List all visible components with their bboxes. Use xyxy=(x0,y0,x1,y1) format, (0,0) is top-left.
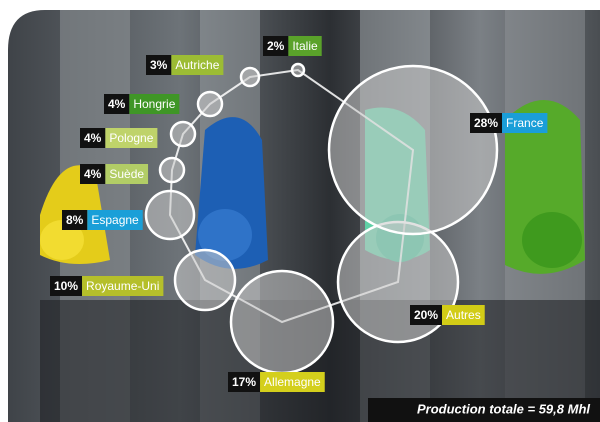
label: 4% Pologne xyxy=(80,128,158,148)
category-label-box xyxy=(171,55,224,75)
label: 17% Allemagne xyxy=(228,372,325,392)
bubble xyxy=(196,90,224,118)
footer-note: Production totale = 59,8 Mhl xyxy=(417,401,590,416)
value-label: 10% xyxy=(54,279,78,293)
category-label-box xyxy=(105,128,158,148)
label: 3% Autriche xyxy=(146,55,224,75)
category-label-box xyxy=(82,276,164,296)
category-label-box xyxy=(105,164,149,184)
label: 8% Espagne xyxy=(62,210,143,230)
category-label: Autriche xyxy=(175,58,219,72)
label: 4% Suède xyxy=(80,164,149,184)
label: 2% Italie xyxy=(263,36,322,56)
bubble xyxy=(290,62,306,78)
bubble xyxy=(173,248,237,312)
value-label: 4% xyxy=(84,167,102,181)
value-label: 4% xyxy=(108,97,126,111)
value-label-box xyxy=(470,113,503,133)
value-label: 8% xyxy=(66,213,84,227)
value-label-box xyxy=(62,210,88,230)
label: 20% Autres xyxy=(410,305,485,325)
bubble-layer: 2% Italie 3% Autriche 4% Hongrie 4% Pologne 4% Su… xyxy=(50,36,548,392)
category-label: Espagne xyxy=(91,213,139,227)
value-label: 20% xyxy=(414,308,438,322)
value-label-box xyxy=(410,305,443,325)
category-label: Autres xyxy=(446,308,481,322)
value-label-box xyxy=(104,94,130,114)
category-label-box xyxy=(442,305,485,325)
value-label-box xyxy=(80,164,106,184)
bubble xyxy=(229,269,335,375)
category-label-box xyxy=(288,36,322,56)
value-label: 28% xyxy=(474,116,498,130)
category-label: Pologne xyxy=(109,131,153,145)
category-label-box xyxy=(260,372,325,392)
bubble xyxy=(239,66,261,88)
value-label: 3% xyxy=(150,58,168,72)
label: 4% Hongrie xyxy=(104,94,180,114)
label: 28% France xyxy=(470,113,548,133)
value-label-box xyxy=(263,36,289,56)
category-label: Royaume-Uni xyxy=(86,279,159,293)
footer-box xyxy=(368,398,600,422)
category-label-box xyxy=(502,113,548,133)
bubble xyxy=(144,189,196,241)
category-label: France xyxy=(506,116,544,130)
label: 10% Royaume-Uni xyxy=(50,276,164,296)
value-label-box xyxy=(50,276,83,296)
category-label-box xyxy=(87,210,143,230)
category-label-box xyxy=(129,94,180,114)
category-label: Suède xyxy=(109,167,144,181)
value-label: 4% xyxy=(84,131,102,145)
bubble xyxy=(158,156,186,184)
bubble xyxy=(169,120,197,148)
value-label-box xyxy=(146,55,172,75)
category-label: Italie xyxy=(292,39,318,53)
value-label-box xyxy=(80,128,106,148)
value-label: 2% xyxy=(267,39,285,53)
value-label-box xyxy=(228,372,261,392)
value-label: 17% xyxy=(232,375,256,389)
category-label: Allemagne xyxy=(264,375,321,389)
bubble xyxy=(327,64,499,236)
category-label: Hongrie xyxy=(133,97,175,111)
